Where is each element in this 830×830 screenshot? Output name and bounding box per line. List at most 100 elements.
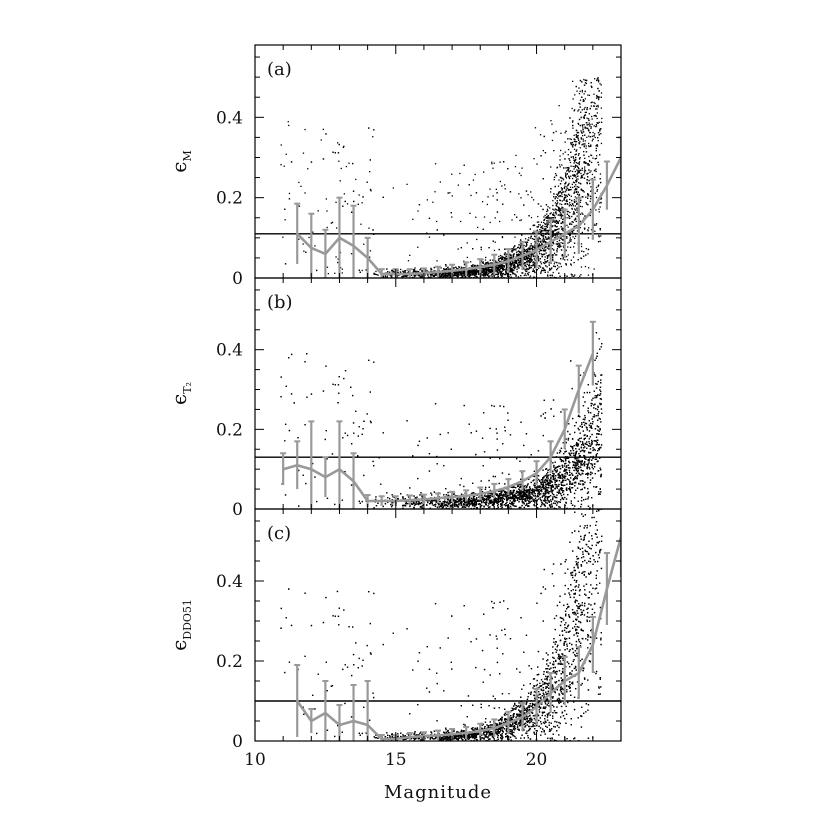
scatter-point [583, 251, 585, 253]
scatter-point [546, 225, 548, 227]
scatter-point [446, 275, 448, 277]
scatter-point [560, 245, 562, 248]
scatter-point [532, 265, 534, 267]
scatter-point [542, 270, 544, 272]
scatter-point [334, 272, 336, 274]
scatter-point [386, 276, 388, 278]
scatter-point [572, 256, 575, 258]
scatter-point [578, 143, 580, 145]
scatter-point [530, 267, 532, 269]
scatter-point [557, 209, 559, 211]
scatter-point [374, 273, 376, 275]
scatter-point [414, 275, 416, 277]
scatter-point [509, 267, 511, 269]
scatter-point [537, 215, 539, 218]
scatter-point [498, 269, 501, 272]
scatter-point [554, 229, 557, 232]
scatter-point [534, 251, 536, 253]
scatter-point [580, 116, 582, 119]
scatter-point [534, 246, 536, 248]
scatter-point [547, 275, 549, 277]
scatter-point [569, 223, 571, 225]
scatter-point [596, 144, 598, 146]
scatter-point [598, 208, 600, 210]
scatter-point [384, 276, 387, 278]
scatter-point [561, 193, 563, 195]
scatter-point [513, 265, 515, 267]
scatter-point [599, 128, 601, 130]
scatter-point [523, 267, 525, 269]
scatter-point [514, 236, 516, 238]
scatter-point [562, 211, 564, 214]
scatter-point [597, 241, 600, 243]
scatter-point [584, 157, 586, 159]
scatter-point [492, 270, 494, 273]
scatter-point [365, 269, 367, 271]
scatter-point [520, 263, 522, 265]
scatter-point [483, 171, 485, 173]
scatter-point [600, 128, 602, 130]
scatter-point [496, 199, 498, 201]
scatter-point [550, 188, 552, 190]
scatter-point [571, 141, 574, 144]
scatter-point [402, 275, 404, 277]
scatter-point [533, 224, 536, 226]
scatter-point [518, 262, 520, 264]
scatter-point [495, 273, 497, 275]
scatter-point [593, 268, 595, 270]
scatter-point [579, 275, 581, 277]
scatter-point [568, 194, 571, 196]
scatter-point [574, 170, 576, 173]
scatter-point [455, 275, 458, 277]
scatter-point [560, 265, 562, 268]
scatter-point [396, 276, 398, 278]
scatter-point [428, 276, 430, 278]
scatter-point [533, 232, 535, 234]
scatter-point [480, 246, 482, 249]
scatter-point [525, 238, 527, 240]
scatter-point [417, 271, 419, 273]
scatter-point [464, 270, 466, 272]
scatter-point [560, 210, 562, 212]
scatter-point [475, 273, 478, 276]
scatter-point [482, 273, 485, 275]
scatter-point [536, 163, 538, 165]
scatter-point [307, 168, 309, 170]
scatter-point [454, 271, 456, 274]
scatter-point [486, 267, 488, 269]
scatter-point [575, 85, 577, 88]
scatter-point [498, 255, 500, 258]
scatter-point [562, 210, 564, 212]
scatter-point [577, 122, 579, 125]
scatter-point [542, 247, 544, 250]
scatter-point [503, 266, 506, 268]
scatter-point [597, 96, 599, 98]
scatter-point [448, 272, 451, 274]
scatter-point [525, 190, 528, 192]
scatter-point [427, 276, 429, 278]
scatter-point [549, 274, 551, 277]
scatter-point [542, 230, 544, 232]
scatter-point [578, 194, 580, 197]
scatter-point [353, 200, 355, 203]
scatter-point [417, 274, 420, 276]
scatter-point [586, 181, 588, 184]
scatter-point [562, 242, 564, 244]
scatter-point [565, 176, 567, 178]
scatter-point [468, 272, 470, 274]
scatter-point [546, 220, 548, 222]
scatter-point [600, 201, 602, 204]
scatter-point [516, 271, 518, 273]
scatter-point [407, 271, 409, 274]
scatter-point [326, 266, 329, 268]
scatter-point [574, 225, 576, 227]
scatter-point [496, 264, 498, 267]
scatter-point [470, 274, 472, 276]
scatter-point [489, 270, 492, 272]
scatter-point [558, 179, 560, 181]
scatter-point [573, 219, 576, 221]
scatter-point [491, 262, 493, 264]
scatter-point [552, 208, 554, 210]
scatter-point [501, 275, 503, 277]
scatter-point [544, 271, 546, 273]
